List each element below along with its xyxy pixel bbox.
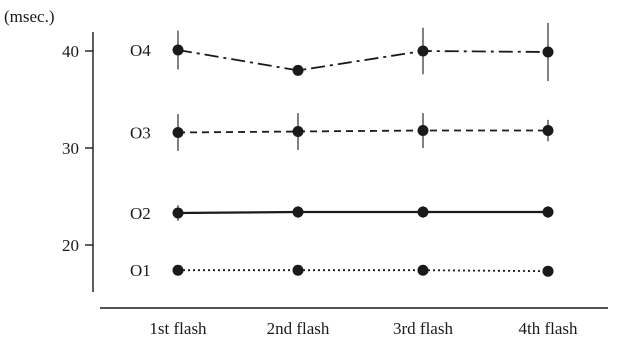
series-label-o4: O4 [130,41,151,60]
data-point-o4-4 [542,46,554,58]
series-line-o3 [177,129,548,134]
series-label-o1: O1 [130,261,151,280]
series-label-o3: O3 [130,123,151,142]
series-line-o4 [177,49,549,72]
data-point-o1-4 [542,265,554,277]
data-point-o4-3 [417,45,429,57]
data-point-o2-1 [172,207,184,219]
series-label-o2: O2 [130,204,151,223]
data-point-o2-3 [417,206,429,218]
data-point-o4-2 [292,64,304,76]
data-point-o2-4 [542,206,554,218]
y-tick-label-30: 30 [62,139,79,158]
data-point-o1-1 [172,264,184,276]
x-category-label-2: 2nd flash [267,319,330,338]
data-point-o3-1 [172,126,184,138]
y-tick-label-20: 20 [62,236,79,255]
data-point-o3-4 [542,125,554,137]
y-tick-label-40: 40 [62,42,79,61]
x-category-label-1: 1st flash [149,319,207,338]
data-point-o3-3 [417,125,429,137]
series-line-o1 [178,269,549,273]
data-point-o4-1 [172,44,184,56]
data-point-o1-3 [417,264,429,276]
x-category-label-4: 4th flash [518,319,578,338]
series-line-o2 [177,210,548,215]
data-point-o3-2 [292,126,304,138]
data-point-o2-2 [292,206,304,218]
x-category-label-3: 3rd flash [393,319,453,338]
data-point-o1-2 [292,264,304,276]
y-axis-unit-label: (msec.) [4,7,55,26]
